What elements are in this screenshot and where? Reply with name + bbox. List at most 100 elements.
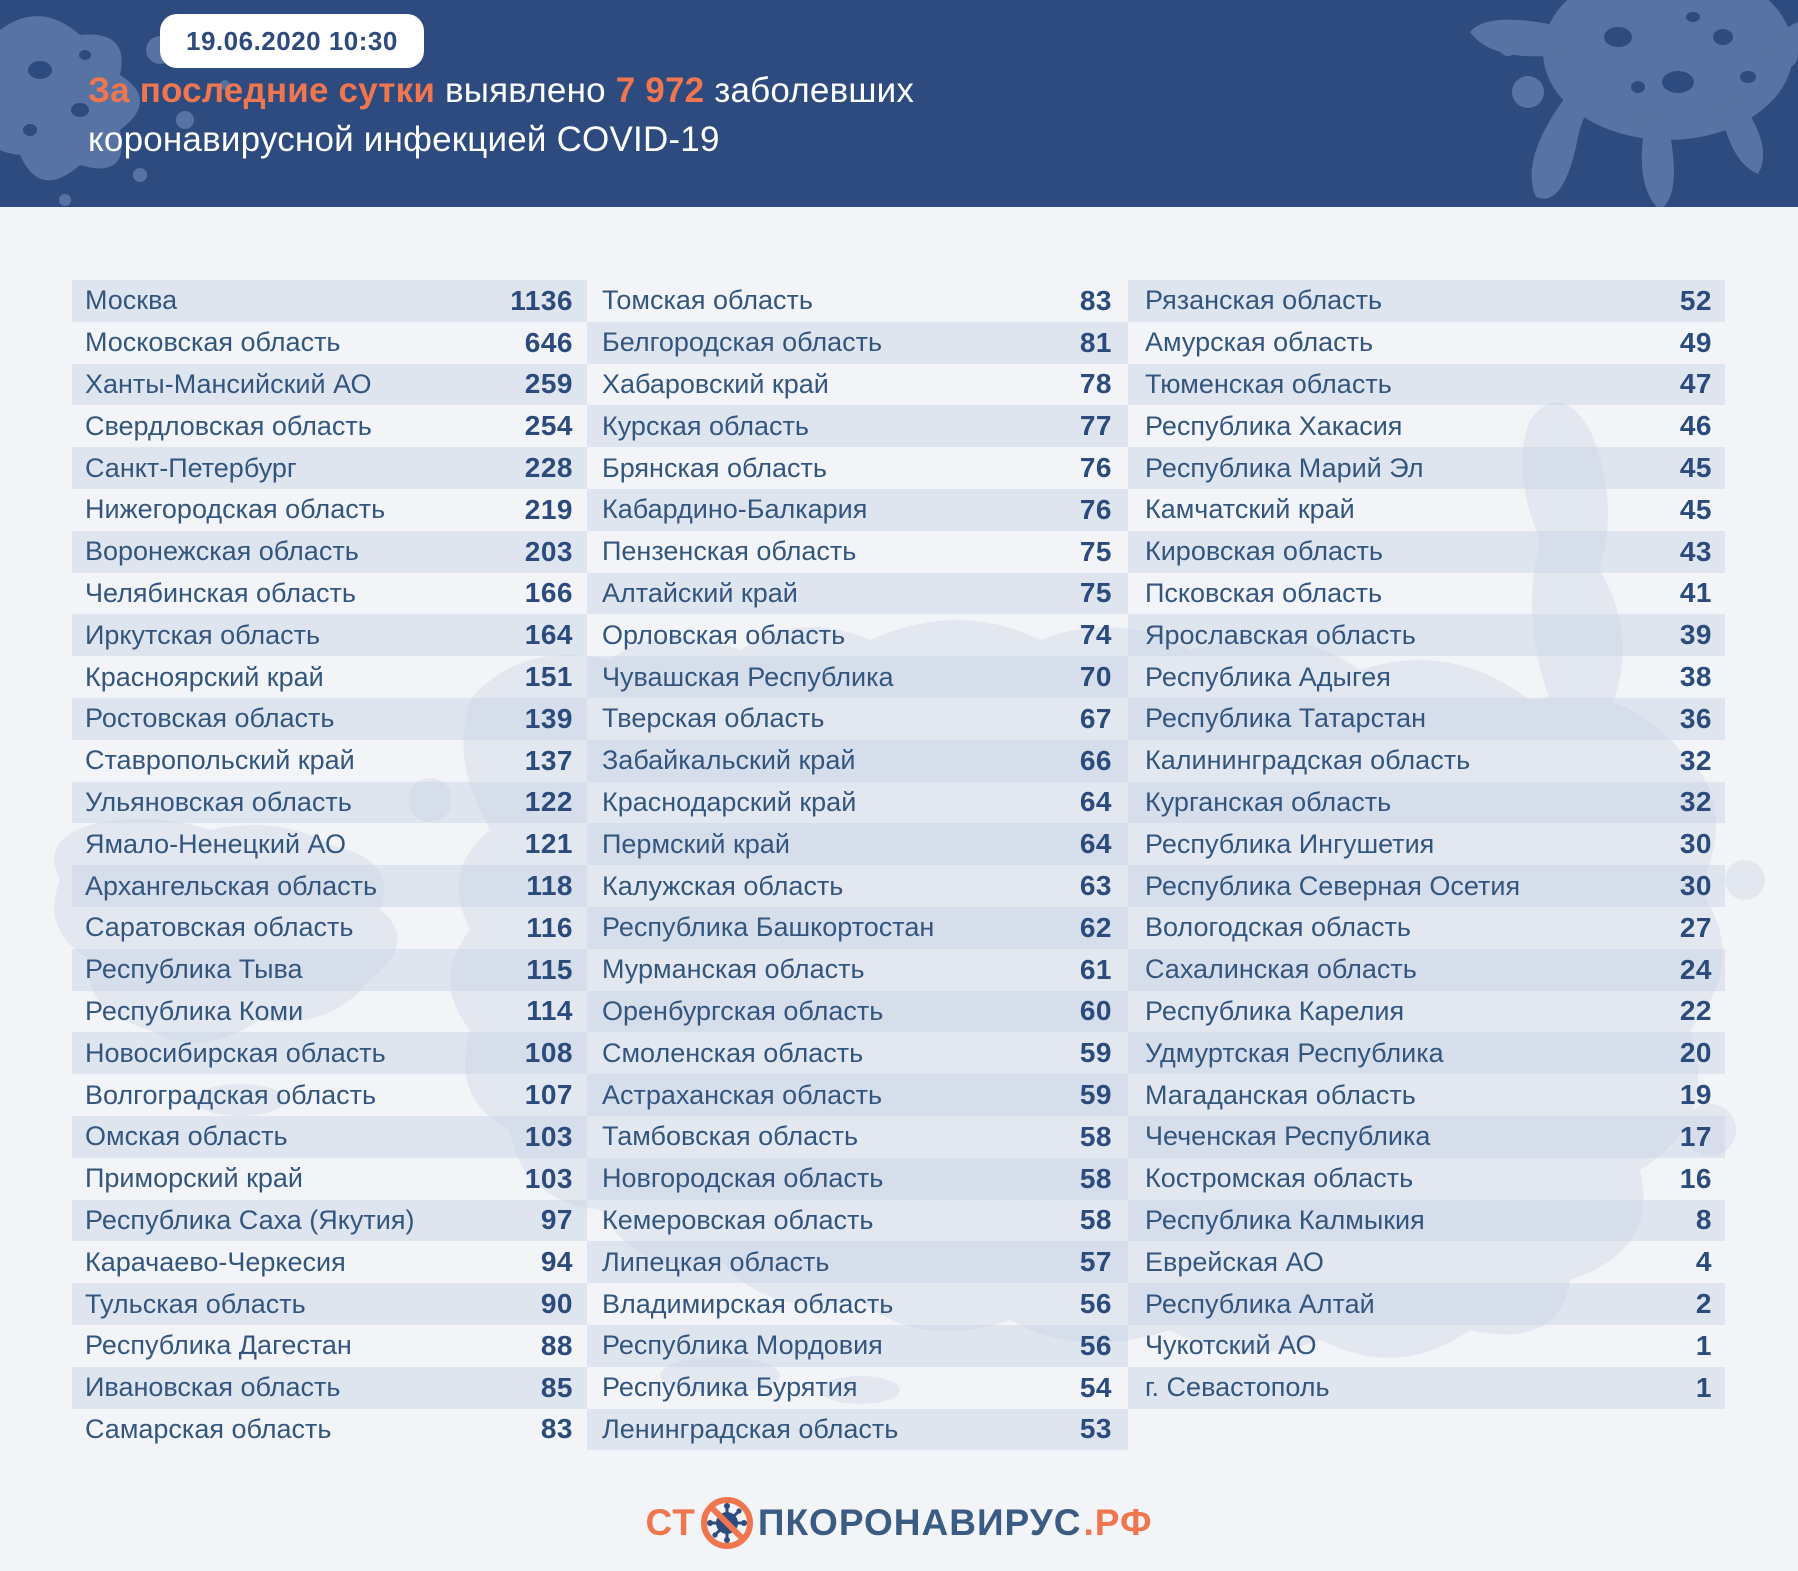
region-name: Самарская область — [85, 1413, 332, 1444]
regions-column-1: Москва 1136 Московская область 646 Ханты-Ман… — [72, 280, 587, 1450]
region-value: 38 — [1679, 661, 1712, 693]
table-row: Московская область 646 — [72, 322, 587, 364]
region-name: Архангельская область — [85, 870, 378, 901]
region-value: 78 — [1079, 368, 1112, 400]
region-name: Москва — [85, 285, 178, 316]
table-row: Кабардино-Балкария 76 — [587, 488, 1128, 531]
region-name: Орловская область — [602, 619, 846, 650]
region-name: Чувашская Республика — [602, 661, 894, 692]
region-value: 27 — [1679, 911, 1712, 943]
table-row: Смоленская область 59 — [587, 1032, 1128, 1074]
no-virus-icon — [700, 1497, 753, 1549]
table-row: Красноярский край 151 — [72, 656, 587, 698]
region-name: Республика Мордовия — [602, 1330, 883, 1361]
region-name: Волгоградская область — [85, 1079, 377, 1110]
region-value: 90 — [540, 1288, 573, 1320]
region-name: Белгородская область — [602, 327, 883, 358]
table-row: Новосибирская область 108 — [72, 1032, 587, 1075]
table-row: Республика Татарстан 36 — [1128, 697, 1725, 740]
region-name: Магаданская область — [1145, 1079, 1416, 1110]
region-name: Республика Калмыкия — [1145, 1204, 1425, 1235]
region-value: 32 — [1679, 786, 1712, 818]
footer-logo: СТ ПКОРОНАВИРУС .РФ — [0, 1496, 1798, 1550]
region-value: 74 — [1079, 619, 1112, 651]
table-row: Ульяновская область 122 — [72, 781, 587, 824]
region-name: Ростовская область — [85, 703, 335, 734]
table-row: Рязанская область 52 — [1128, 280, 1725, 322]
region-name: Тюменская область — [1145, 368, 1392, 399]
region-value: 139 — [524, 702, 573, 734]
region-name: Новосибирская область — [85, 1037, 386, 1068]
table-row: Республика Мордовия 56 — [587, 1324, 1128, 1367]
table-row: Чувашская Республика 70 — [587, 656, 1128, 698]
table-row: Кировская область 43 — [1128, 530, 1725, 573]
region-name: Приморский край — [85, 1163, 304, 1194]
table-row: Иркутская область 164 — [72, 614, 587, 657]
title-accent-count: 7 972 — [615, 71, 705, 110]
table-row: Санкт-Петербург 228 — [72, 447, 587, 489]
region-name: Ленинградская область — [602, 1413, 899, 1444]
region-name: Ульяновская область — [85, 786, 352, 817]
table-row: Республика Коми 114 — [72, 991, 587, 1033]
region-name: Еврейская АО — [1145, 1246, 1324, 1277]
region-name: Республика Адыгея — [1145, 661, 1391, 692]
region-name: Тульская область — [85, 1288, 306, 1319]
region-name: Сахалинская область — [1145, 954, 1417, 985]
region-value: 22 — [1679, 995, 1712, 1027]
region-value: 49 — [1679, 326, 1712, 358]
table-row: Самарская область 83 — [72, 1409, 587, 1451]
region-name: Республика Тыва — [85, 954, 303, 985]
title-line-1: За последние сутки выявлено 7 972 заболе… — [88, 66, 1288, 115]
region-value: 83 — [1079, 284, 1112, 316]
region-name: Тамбовская область — [602, 1121, 859, 1152]
region-name: Саратовская область — [85, 912, 354, 943]
table-row: Амурская область 49 — [1128, 322, 1725, 364]
region-value: 57 — [1079, 1246, 1112, 1278]
region-value: 64 — [1079, 786, 1112, 818]
region-value: 67 — [1079, 702, 1112, 734]
region-value: 228 — [524, 452, 573, 484]
logo-prefix: СТ — [645, 1502, 696, 1543]
region-value: 32 — [1679, 744, 1712, 776]
region-name: Московская область — [85, 327, 341, 358]
region-value: 1 — [1695, 1371, 1712, 1403]
region-name: Липецкая область — [602, 1246, 830, 1277]
region-value: 56 — [1079, 1329, 1112, 1361]
region-name: Санкт-Петербург — [85, 452, 297, 483]
table-row: Архангельская область 118 — [72, 865, 587, 907]
table-row: Республика Калмыкия 8 — [1128, 1199, 1725, 1242]
table-row: Астраханская область 59 — [587, 1074, 1128, 1116]
region-name: Тверская область — [602, 703, 825, 734]
region-value: 94 — [540, 1246, 573, 1278]
region-name: Свердловская область — [85, 410, 372, 441]
region-name: Костромская область — [1145, 1163, 1414, 1194]
table-row: Ханты-Мансийский АО 259 — [72, 363, 587, 406]
region-name: Алтайский край — [602, 577, 798, 608]
region-value: 47 — [1679, 368, 1712, 400]
region-name: Кемеровская область — [602, 1204, 874, 1235]
region-value: 19 — [1679, 1079, 1712, 1111]
table-row: Краснодарский край 64 — [587, 782, 1128, 824]
table-row: Республика Адыгея 38 — [1128, 656, 1725, 698]
title-accent-period: За последние сутки — [88, 71, 436, 110]
table-row: Тамбовская область 58 — [587, 1116, 1128, 1158]
region-value: 103 — [524, 1120, 573, 1152]
region-value: 164 — [524, 619, 573, 651]
region-value: 115 — [526, 953, 573, 985]
region-value: 20 — [1679, 1037, 1712, 1069]
region-value: 16 — [1679, 1162, 1712, 1194]
region-name: Пензенская область — [602, 536, 857, 567]
region-value: 85 — [540, 1371, 573, 1403]
table-row: Саратовская область 116 — [72, 907, 587, 949]
region-name: г. Севастополь — [1145, 1372, 1330, 1403]
region-value: 59 — [1079, 1079, 1112, 1111]
region-value: 122 — [524, 786, 573, 818]
table-row: Республика Ингушетия 30 — [1128, 823, 1725, 865]
region-value: 17 — [1679, 1120, 1712, 1152]
region-name: Республика Карелия — [1145, 995, 1405, 1026]
region-name: Воронежская область — [85, 536, 359, 567]
title-end: заболевших — [704, 71, 915, 110]
region-value: 62 — [1079, 911, 1112, 943]
table-row: Республика Дагестан 88 — [72, 1325, 587, 1367]
region-name: Вологодская область — [1145, 912, 1411, 943]
